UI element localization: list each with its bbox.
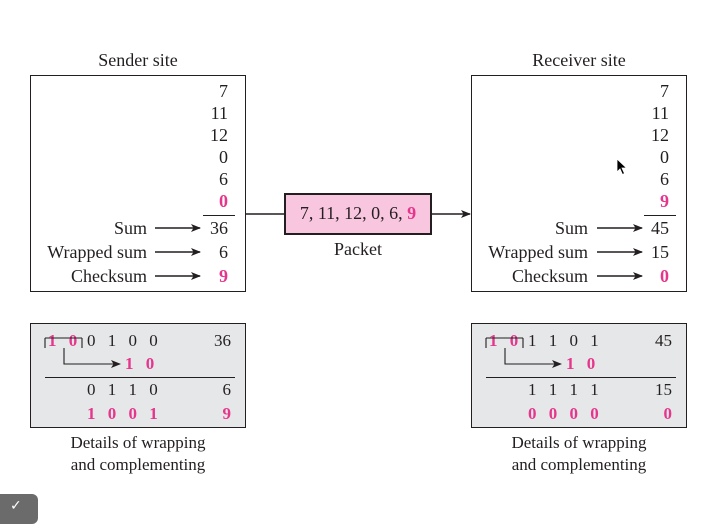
sender-sum-value: 36 xyxy=(210,218,228,238)
checkmark-icon: ✓ xyxy=(10,498,22,514)
sender-detail-caption-2: and complementing xyxy=(70,455,206,474)
receiver-wrapped-label: Wrapped sum xyxy=(488,242,588,262)
receiver-detail-rest: 1 1 0 1 xyxy=(528,331,603,350)
receiver-detail-box: 1 0 1 1 0 1 45 1 0 1 1 1 1 15 0 0 0 0 0 xyxy=(471,323,687,428)
receiver-detail-carry-add: 1 0 xyxy=(566,354,600,373)
sender-sum-label: Sum xyxy=(113,218,147,238)
receiver-sum-value: 45 xyxy=(651,218,669,238)
sender-checksum-slot: 0 xyxy=(219,191,228,211)
sender-detail-box: 1 0 0 1 0 0 36 1 0 0 1 1 0 6 1 0 0 1 9 xyxy=(30,323,246,428)
mouse-cursor-icon xyxy=(616,158,628,176)
receiver-carry-bracket xyxy=(485,337,524,348)
receiver-site-title: Receiver site xyxy=(532,50,626,70)
sender-number-3: 12 xyxy=(210,125,228,145)
sender-detail-complement-bits: 1 0 0 1 xyxy=(87,404,162,423)
sender-carry-bracket xyxy=(44,337,83,348)
receiver-detail-caption-2: and complementing xyxy=(511,455,647,474)
sender-detail-rest: 0 1 0 0 xyxy=(87,331,162,350)
receiver-detail-value: 45 xyxy=(655,331,672,350)
receiver-carry-arrow xyxy=(504,348,562,368)
receiver-detail-complement-bits: 0 0 0 0 xyxy=(528,404,603,423)
receiver-number-2: 11 xyxy=(651,103,669,123)
receiver-sum-label: Sum xyxy=(554,218,588,238)
sender-number-2: 11 xyxy=(210,103,228,123)
sender-wrapped-value: 6 xyxy=(219,242,228,262)
sender-site-box: 7 11 12 0 6 0 Sum 36 Wrapped sum 6 Check… xyxy=(30,75,246,292)
receiver-detail-wrapped-bits: 1 1 1 1 xyxy=(528,380,603,399)
receiver-detail-carry: 1 0 xyxy=(489,331,523,350)
receiver-checksum-label: Checksum xyxy=(512,266,588,286)
packet-box: 7, 11, 12, 0, 6, 9 xyxy=(284,193,432,235)
sender-checksum-label: Checksum xyxy=(71,266,147,286)
receiver-checksum-slot: 9 xyxy=(660,191,669,211)
sender-detail-wrapped-value: 6 xyxy=(222,380,232,399)
receiver-detail-rule xyxy=(486,377,676,379)
sender-number-5: 6 xyxy=(219,169,228,189)
receiver-sum-rule xyxy=(644,215,676,217)
receiver-wrapped-value: 15 xyxy=(651,242,669,262)
receiver-site-box: 7 11 12 0 6 9 Sum 45 Wrapped sum 15 Chec… xyxy=(471,75,687,292)
sender-carry-arrow xyxy=(63,348,121,368)
receiver-detail-wrapped-value: 15 xyxy=(655,380,672,399)
receiver-number-5: 6 xyxy=(660,169,669,189)
packet-checksum: 9 xyxy=(407,203,417,223)
sender-detail-wrapped-bits: 0 1 1 0 xyxy=(87,380,162,399)
receiver-checksum-value: 0 xyxy=(660,266,669,286)
receiver-number-3: 12 xyxy=(651,125,669,145)
sender-detail-carry-add: 1 0 xyxy=(125,354,159,373)
sender-detail-value: 36 xyxy=(214,331,231,350)
sender-detail-caption-1: Details of wrapping xyxy=(70,433,206,452)
receiver-number-1: 7 xyxy=(660,81,669,101)
sender-wrapped-label: Wrapped sum xyxy=(47,242,147,262)
packet-values: 7, 11, 12, 0, 6, xyxy=(299,203,403,223)
sender-checksum-value: 9 xyxy=(219,266,228,286)
sender-detail-complement-value: 9 xyxy=(222,404,232,423)
sender-number-1: 7 xyxy=(219,81,228,101)
sender-sum-rule xyxy=(203,215,235,217)
receiver-number-4: 0 xyxy=(660,147,669,167)
sender-detail-carry: 1 0 xyxy=(48,331,82,350)
receiver-detail-complement-value: 0 xyxy=(663,404,673,423)
packet-label: Packet xyxy=(334,239,382,259)
sender-detail-rule xyxy=(45,377,235,379)
sender-number-4: 0 xyxy=(219,147,228,167)
sender-site-title: Sender site xyxy=(98,50,178,70)
receiver-detail-caption-1: Details of wrapping xyxy=(511,433,647,452)
toggle-button[interactable]: ✓ xyxy=(0,494,38,524)
